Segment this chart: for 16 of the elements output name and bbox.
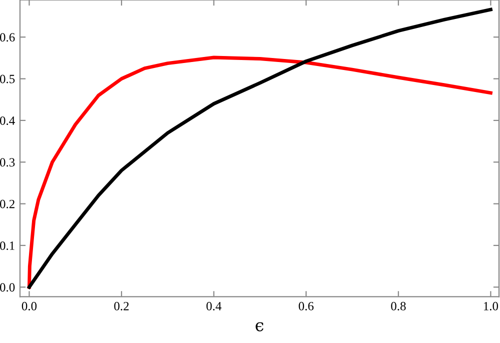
x-tick-label: 0.6 xyxy=(298,302,314,310)
y-tick-label: 0.1 xyxy=(0,241,14,250)
x-tick-label: 0.4 xyxy=(206,302,222,310)
y-tick-label: 0.6 xyxy=(0,33,15,42)
y-tick-label: 0.3 xyxy=(0,158,15,167)
x-tick-label: 0.0 xyxy=(22,302,37,310)
x-tick-label: 1.0 xyxy=(484,302,498,310)
y-tick-label: 0.2 xyxy=(0,200,14,208)
x-axis-title: ϵ xyxy=(256,322,264,332)
y-tick-label: 0.5 xyxy=(0,74,15,84)
x-tick-label: 0.2 xyxy=(114,302,129,310)
x-tick-label: 0.8 xyxy=(391,302,406,310)
y-tick-label: 0.0 xyxy=(0,283,15,292)
y-tick-label: 0.4 xyxy=(0,116,15,125)
line-series xyxy=(27,8,492,289)
line-series xyxy=(27,56,492,289)
